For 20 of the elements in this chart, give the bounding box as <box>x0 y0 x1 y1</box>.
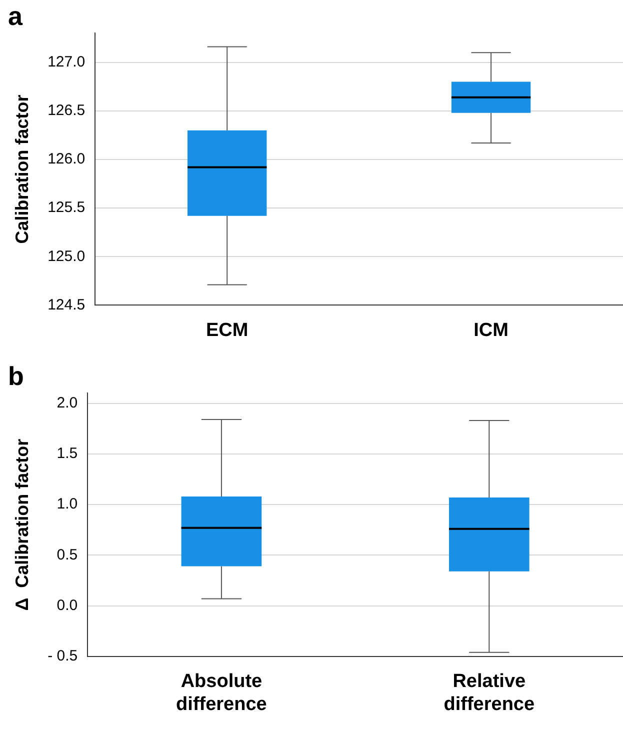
x-tick-label: Relative difference <box>444 671 535 715</box>
y-tick-label: - 0.5 <box>48 648 78 665</box>
y-tick-label: 1.5 <box>56 445 78 462</box>
y-tick-label: 0.5 <box>56 546 78 564</box>
y-tick-label: 124.5 <box>48 296 86 314</box>
y-tick-label: 1.0 <box>56 496 78 513</box>
x-tick-label: Absolute difference <box>176 671 267 715</box>
chart-title: b <box>8 360 24 391</box>
y-tick-label: 0.0 <box>56 596 78 614</box>
y-tick-label: 125.0 <box>48 248 86 265</box>
x-tick-label: ICM <box>474 320 508 341</box>
y-tick-label: 126.5 <box>48 102 86 120</box>
y-tick-label: 2.0 <box>56 394 78 412</box>
y-axis-title: Calibration factor <box>12 94 32 244</box>
x-tick-label: ECM <box>206 320 248 341</box>
y-tick-label: 125.5 <box>48 199 86 216</box>
y-tick-label: 126.0 <box>48 150 86 168</box>
y-axis-title: Δ Calibration factor <box>12 438 32 611</box>
y-tick-label: 127.0 <box>48 53 86 70</box>
chart-title: a <box>8 0 23 31</box>
